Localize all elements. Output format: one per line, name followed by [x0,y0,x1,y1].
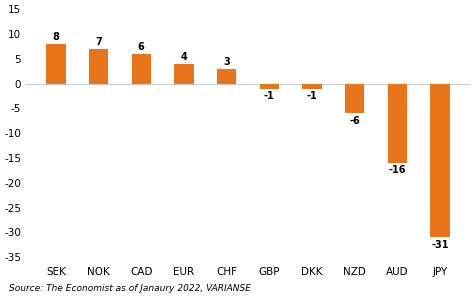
Text: -31: -31 [431,240,449,250]
Bar [46,44,65,83]
Bar [388,83,407,163]
Text: -1: -1 [307,91,317,101]
Text: 4: 4 [181,52,187,62]
Bar [89,49,108,83]
Text: 7: 7 [95,37,102,47]
Bar [430,83,449,237]
Text: -16: -16 [389,165,406,176]
Text: -1: -1 [264,91,274,101]
Bar [302,83,321,89]
Text: 3: 3 [223,57,230,67]
Bar [217,69,236,83]
Text: Source: The Economist as of Janaury 2022, VARIANSE: Source: The Economist as of Janaury 2022… [9,284,252,293]
Bar [345,83,364,113]
Text: 8: 8 [53,32,59,42]
Bar [174,64,193,83]
Bar [260,83,279,89]
Bar [132,54,151,83]
Text: -6: -6 [349,116,360,126]
Text: 6: 6 [138,42,145,52]
